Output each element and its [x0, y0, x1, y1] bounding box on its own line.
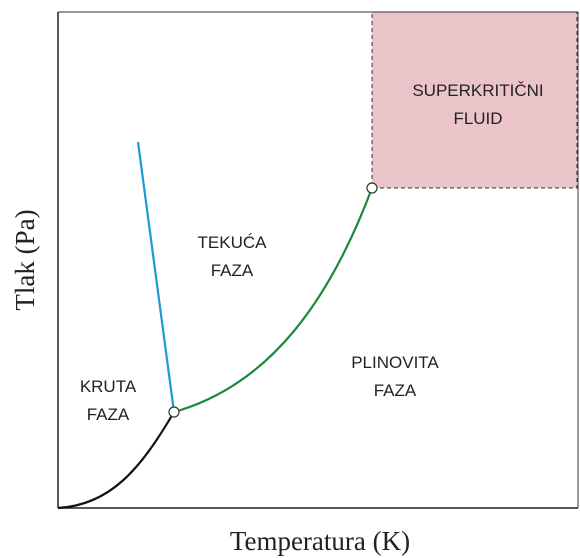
sublimation-curve	[57, 411, 175, 510]
region-label: FAZA	[374, 381, 417, 400]
region-label: TEKUĆA	[198, 233, 268, 252]
region-label: PLINOVITA	[351, 353, 439, 372]
region-label: FAZA	[211, 261, 254, 280]
vaporization-curve	[173, 187, 374, 414]
y-axis-label: Tlak (Pa)	[10, 209, 40, 310]
melting-curve	[136, 141, 176, 413]
critical-point	[366, 182, 378, 194]
region-label: KRUTA	[80, 377, 137, 396]
region-label: FAZA	[87, 405, 130, 424]
x-axis-label: Temperatura (K)	[230, 526, 410, 556]
triple-point	[168, 406, 180, 418]
region-label: SUPERKRITIČNI	[412, 81, 543, 100]
region-label: FLUID	[453, 109, 502, 128]
supercritical-region	[371, 11, 578, 189]
